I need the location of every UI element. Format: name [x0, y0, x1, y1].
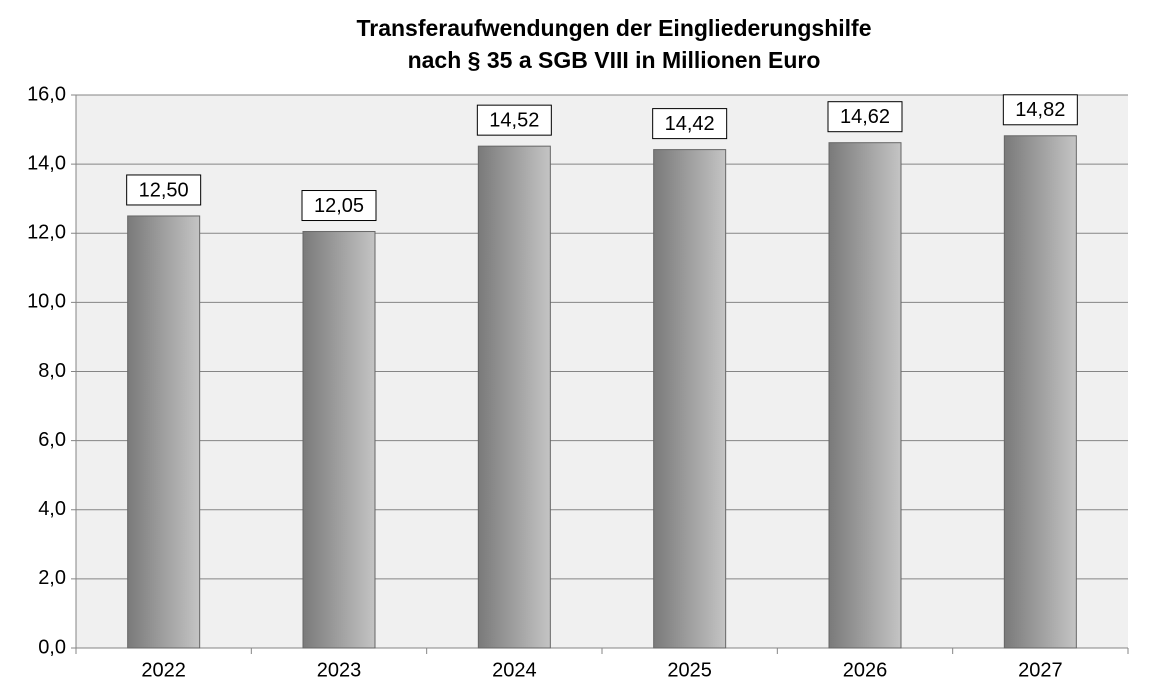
y-tick-label: 12,0 — [27, 222, 66, 244]
data-label: 12,50 — [139, 179, 189, 201]
bar — [653, 149, 727, 649]
bar — [1003, 135, 1077, 649]
data-label-box — [301, 190, 377, 222]
y-tick-label: 10,0 — [27, 291, 66, 313]
data-label-box — [1002, 94, 1078, 126]
data-label-box — [126, 174, 202, 206]
y-tick-label: 4,0 — [38, 498, 66, 520]
data-label-box — [652, 108, 728, 140]
x-tick-label: 2023 — [317, 659, 362, 681]
y-tick-label: 0,0 — [38, 636, 66, 658]
data-label-box — [476, 104, 552, 136]
x-tick-label: 2025 — [667, 659, 712, 681]
y-tick-label: 2,0 — [38, 567, 66, 589]
bar — [828, 142, 902, 649]
data-label: 14,62 — [840, 106, 890, 128]
y-tick-label: 14,0 — [27, 152, 66, 174]
chart-title: nach § 35 a SGB VIII in Millionen Euro — [408, 47, 821, 73]
y-tick-label: 8,0 — [38, 360, 66, 382]
bar — [477, 145, 551, 649]
chart-title: Transferaufwendungen der Eingliederungsh… — [356, 15, 871, 41]
y-tick-label: 6,0 — [38, 429, 66, 451]
x-tick-label: 2022 — [141, 659, 186, 681]
data-label: 14,82 — [1015, 99, 1065, 121]
data-label: 14,52 — [489, 109, 539, 131]
x-tick-label: 2026 — [843, 659, 888, 681]
bar — [302, 231, 376, 649]
data-label: 12,05 — [314, 195, 364, 217]
bar — [127, 215, 201, 649]
data-label-box — [827, 101, 903, 133]
x-tick-label: 2024 — [492, 659, 537, 681]
data-label: 14,42 — [665, 113, 715, 135]
y-tick-label: 16,0 — [27, 83, 66, 105]
x-tick-label: 2027 — [1018, 659, 1063, 681]
